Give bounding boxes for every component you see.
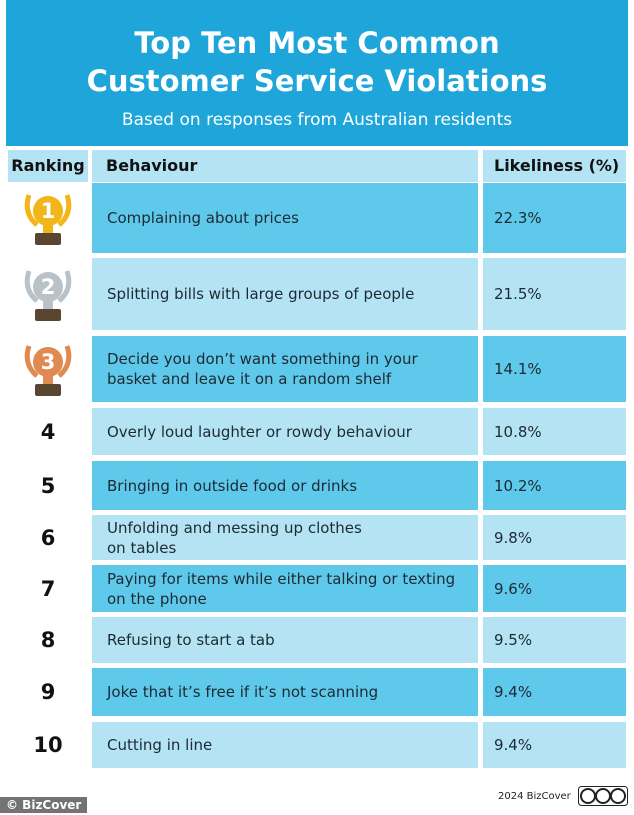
likeliness-cell: 9.4% <box>483 668 626 716</box>
column-header: Ranking <box>8 150 88 182</box>
rank: 5 <box>40 473 56 498</box>
rank: 7 <box>40 576 56 601</box>
column-header: Behaviour <box>92 150 478 182</box>
behaviour-cell: Paying for items while either talking or… <box>92 565 478 612</box>
rank-number: 2 <box>41 275 56 299</box>
behaviour-cell: Complaining about prices <box>92 183 478 253</box>
rank-trophy: 2 <box>8 258 88 330</box>
behaviour-cell: Cutting in line <box>92 722 478 768</box>
behaviour-cell: Unfolding and messing up clothes on tabl… <box>92 515 478 560</box>
trophy-icon: 2 <box>24 270 72 321</box>
likeliness-cell: 10.8% <box>483 408 626 455</box>
rank-number: 3 <box>41 350 56 374</box>
license-icon <box>578 786 628 806</box>
likeliness-cell: 9.4% <box>483 722 626 768</box>
behaviour-cell: Bringing in outside food or drinks <box>92 461 478 510</box>
title-line: Top Ten Most Common <box>134 26 500 60</box>
behaviour-cell: Splitting bills with large groups of peo… <box>92 258 478 330</box>
likeliness-cell: 9.5% <box>483 617 626 663</box>
rank: 6 <box>40 525 56 550</box>
behaviour-cell: Joke that it’s free if it’s not scanning <box>92 668 478 716</box>
rank-number: 1 <box>41 199 56 223</box>
subtitle: Based on responses from Australian resid… <box>121 110 513 130</box>
behaviour-cell: Decide you don’t want something in your … <box>92 336 478 402</box>
trophy-icon: 3 <box>24 345 72 396</box>
likeliness-cell: 9.8% <box>483 515 626 560</box>
likeliness-cell: 14.1% <box>483 336 626 402</box>
behaviour-cell: Overly loud laughter or rowdy behaviour <box>92 408 478 455</box>
trophy-icon: 1 <box>24 194 72 245</box>
header: Top Ten Most Common Customer Service Vio… <box>6 0 628 146</box>
title-line: Customer Service Violations <box>86 64 548 98</box>
likeliness-cell: 9.6% <box>483 565 626 612</box>
rank-trophy: 1 <box>8 183 88 253</box>
likeliness-cell: 10.2% <box>483 461 626 510</box>
rank-trophy: 3 <box>8 336 88 402</box>
footer-credit: 2024 BizCover <box>498 791 571 802</box>
rank: 4 <box>40 419 56 444</box>
column-header: Likeliness (%) <box>483 150 626 182</box>
watermark: © BizCover <box>0 797 88 813</box>
behaviour-cell: Refusing to start a tab <box>92 617 478 663</box>
rank: 9 <box>40 680 56 704</box>
rank: 8 <box>40 628 56 652</box>
likeliness-cell: 22.3% <box>483 183 626 253</box>
likeliness-cell: 21.5% <box>483 258 626 330</box>
rank: 10 <box>33 733 63 757</box>
